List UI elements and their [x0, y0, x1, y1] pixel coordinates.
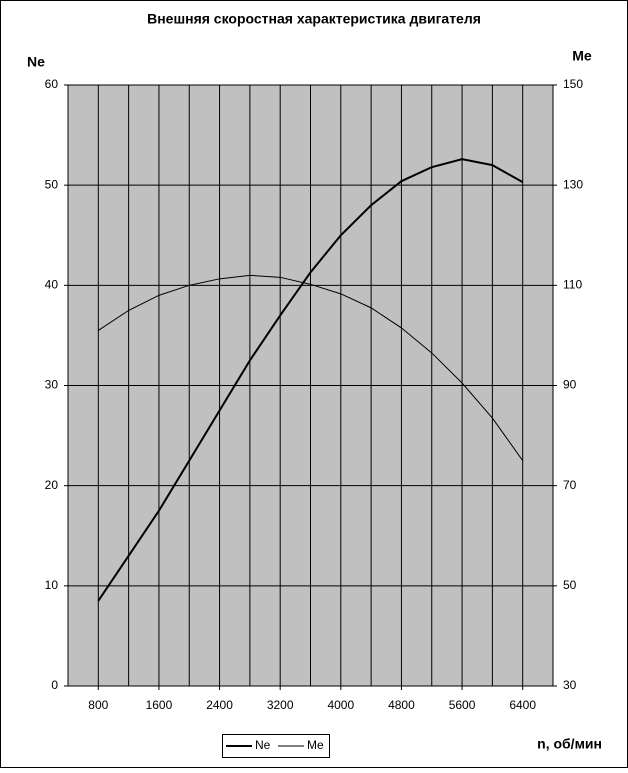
y-axis-label: Ne: [27, 54, 45, 70]
y-tick-label: 10: [45, 578, 59, 592]
x-tick-label: 800: [88, 698, 108, 712]
x-axis-label: n, об/мин: [537, 736, 602, 752]
x-tick-label: 1600: [146, 698, 173, 712]
y-tick-label: 30: [45, 378, 59, 392]
x-tick-label: 3200: [267, 698, 294, 712]
y2-tick-label: 90: [563, 378, 577, 392]
y2-tick-label: 150: [563, 77, 583, 91]
series-line: [98, 274, 524, 461]
y-tick-label: 60: [45, 77, 59, 91]
y-tick-label: 50: [45, 177, 59, 191]
y2-tick-label: 110: [563, 278, 582, 292]
y2-axis-label: Me: [572, 48, 592, 64]
x-tick-label: 4000: [327, 698, 354, 712]
y-tick-label: 40: [45, 278, 59, 292]
x-tick-label: 2400: [206, 698, 233, 712]
y2-tick-label: 30: [563, 678, 577, 692]
chart-title: Внешняя скоростная характеристика двигат…: [147, 11, 481, 27]
y-tick-label: 20: [45, 478, 59, 492]
x-tick-label: 4800: [388, 698, 415, 712]
y-tick-label: 0: [51, 678, 58, 692]
x-tick-label: 6400: [509, 698, 536, 712]
series-line: [97, 158, 524, 602]
x-tick-label: 5600: [449, 698, 476, 712]
legend-label: Me: [307, 738, 324, 752]
legend-label: Ne: [255, 738, 271, 752]
legend: [222, 734, 330, 758]
y2-tick-label: 130: [563, 177, 583, 191]
y2-tick-label: 50: [563, 578, 577, 592]
y2-tick-label: 70: [563, 478, 577, 492]
